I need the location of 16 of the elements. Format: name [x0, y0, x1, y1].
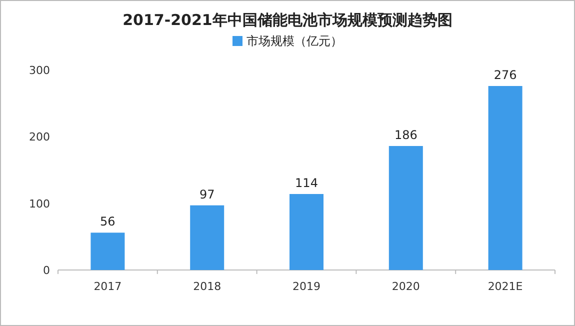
data-label: 97 [199, 187, 215, 202]
data-label: 276 [494, 68, 517, 82]
y-tick-label: 0 [43, 264, 50, 277]
x-tick-label: 2018 [193, 280, 222, 293]
y-tick-label: 200 [29, 130, 50, 144]
y-tick-label: 300 [29, 64, 50, 77]
x-tick-label: 2021E [488, 280, 523, 293]
x-tick-label: 2019 [292, 280, 320, 293]
legend-label: 市场规模（亿元） [246, 34, 342, 48]
data-label: 186 [394, 128, 418, 142]
x-tick-label: 2017 [94, 280, 122, 293]
data-label: 114 [295, 176, 318, 190]
x-tick-label: 2020 [392, 280, 420, 293]
y-tick-label: 100 [29, 197, 50, 210]
data-label: 56 [100, 214, 116, 229]
title: 2017-2021年中国储能电池市场规模预测趋势图 [122, 11, 452, 29]
